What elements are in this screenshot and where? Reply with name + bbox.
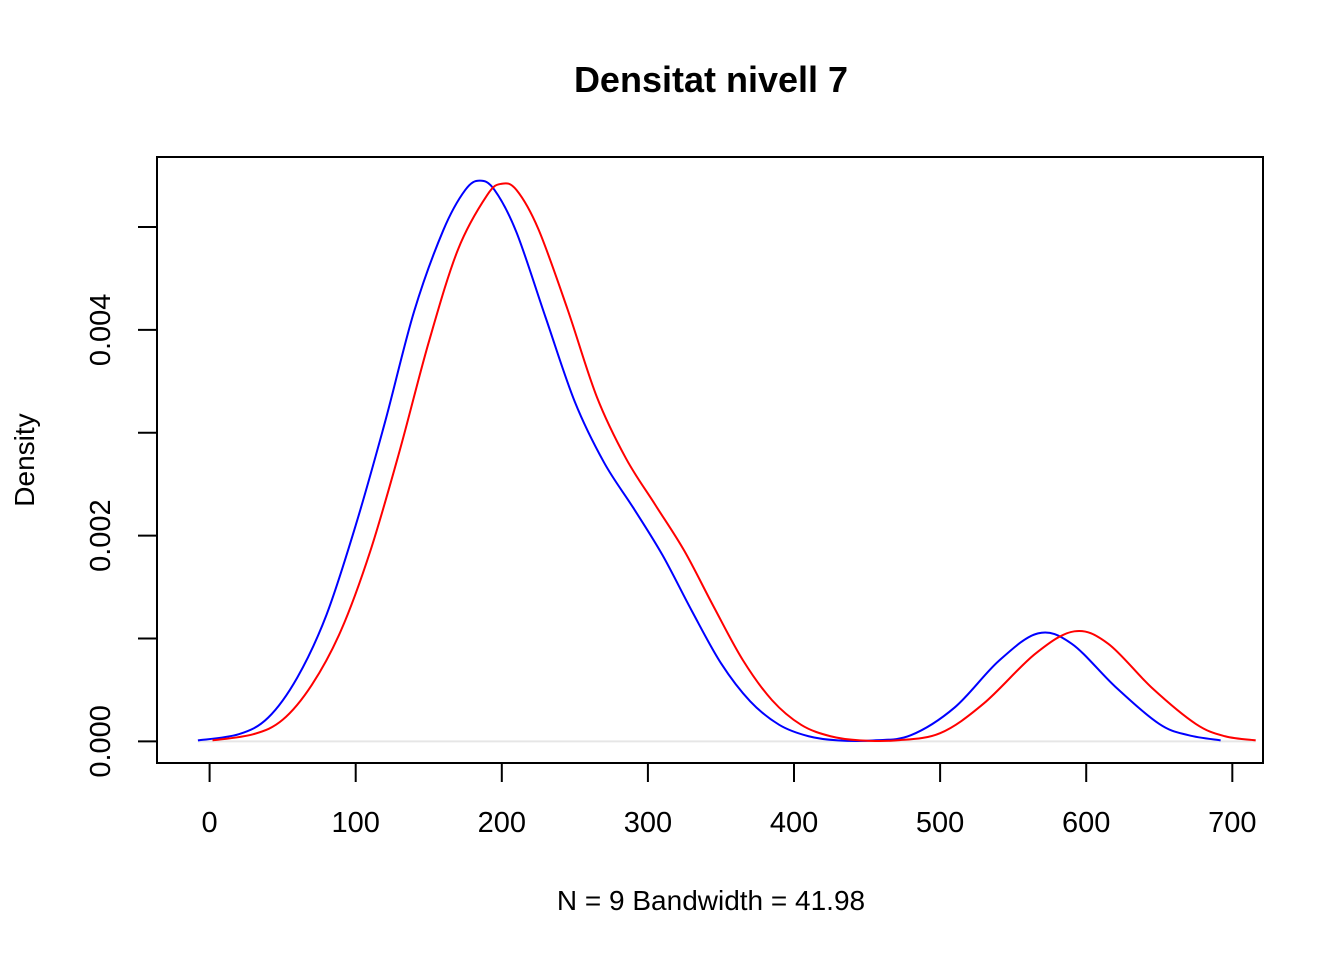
x-tick-label: 400 (770, 807, 818, 839)
chart-title: Densitat nivell 7 (574, 59, 848, 100)
x-tick-label: 700 (1208, 807, 1256, 839)
y-tick-label: 0.002 (85, 499, 117, 572)
x-tick-label: 300 (624, 807, 672, 839)
y-axis-label: Density (9, 413, 40, 506)
x-tick-label: 500 (916, 807, 964, 839)
x-tick-label: 200 (478, 807, 526, 839)
x-tick-label: 600 (1062, 807, 1110, 839)
x-axis: 0 100 200 300 400 500 600 700 (202, 762, 1257, 839)
x-tick-label: 100 (332, 807, 380, 839)
plot-area (197, 179, 1256, 743)
density-line-blue (197, 179, 1221, 742)
x-axis-label: N = 9 Bandwidth = 41.98 (557, 885, 865, 916)
y-tick-label: 0.000 (85, 705, 117, 778)
x-tick-label: 0 (202, 807, 218, 839)
plot-frame (156, 156, 1264, 764)
y-tick-label: 0.004 (85, 294, 117, 367)
density-line-red (212, 182, 1256, 743)
